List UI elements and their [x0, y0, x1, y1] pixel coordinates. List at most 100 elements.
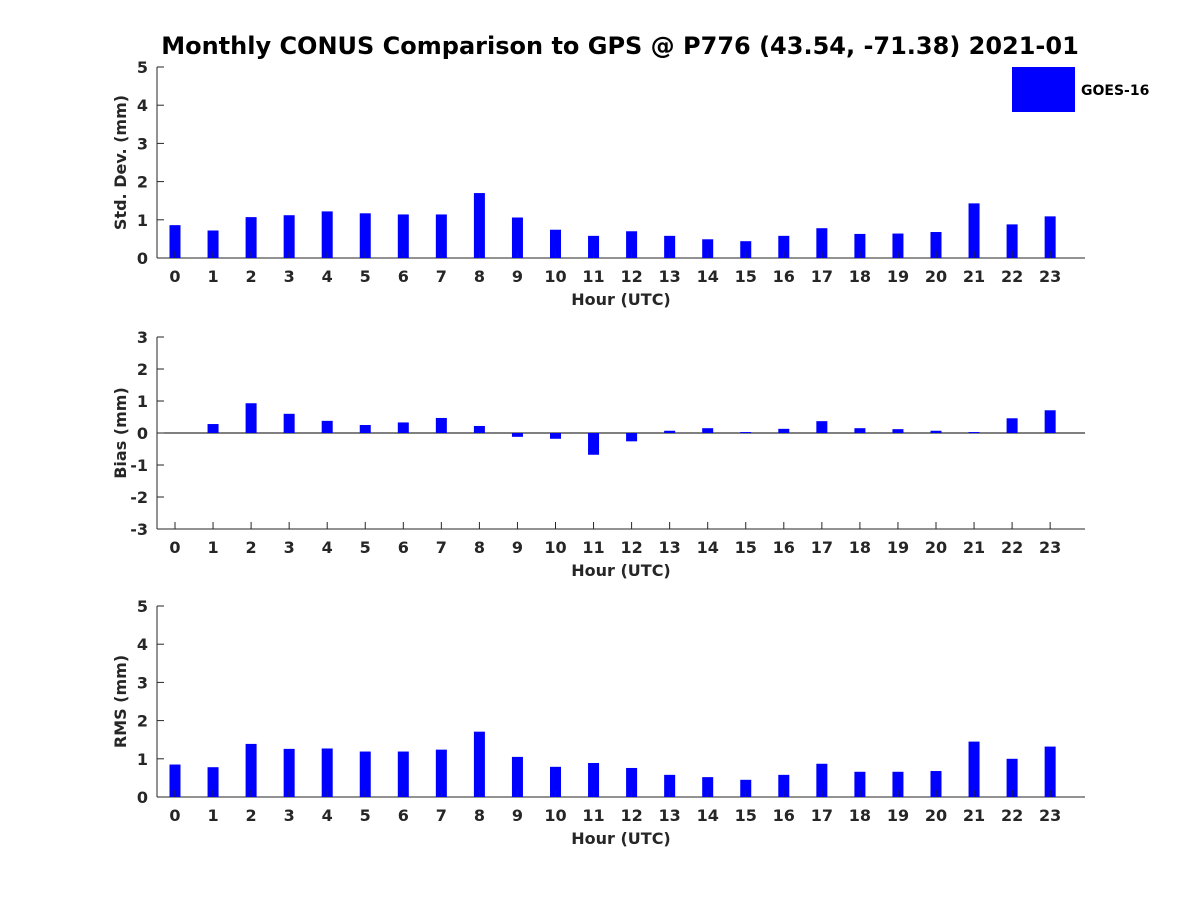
y-tick-label: 3	[137, 134, 148, 153]
x-tick-label: 20	[925, 806, 947, 825]
x-tick-label: 22	[1001, 538, 1023, 557]
x-tick-label: 23	[1039, 267, 1061, 286]
bar	[626, 767, 638, 797]
x-tick-label: 15	[735, 806, 757, 825]
x-tick-label: 13	[659, 538, 681, 557]
bar	[397, 751, 409, 797]
x-tick-label: 18	[849, 267, 871, 286]
bar	[435, 417, 447, 433]
bar	[664, 774, 676, 797]
x-tick-label: 16	[773, 538, 795, 557]
y-tick-label: 5	[137, 58, 148, 77]
x-tick-label: 10	[544, 806, 566, 825]
y-tick-label: 0	[137, 788, 148, 807]
chart-title: Monthly CONUS Comparison to GPS @ P776 (…	[161, 32, 1079, 60]
bar	[207, 230, 219, 258]
x-tick-label: 6	[398, 538, 409, 557]
x-tick-label: 19	[887, 538, 909, 557]
bar	[321, 420, 333, 433]
legend-label: GOES-16	[1081, 83, 1149, 99]
x-tick-label: 9	[512, 806, 523, 825]
x-tick-label: 17	[811, 806, 833, 825]
x-tick-label: 17	[811, 538, 833, 557]
bar	[930, 430, 942, 433]
x-tick-label: 23	[1039, 538, 1061, 557]
bar	[435, 749, 447, 797]
bar	[245, 743, 257, 797]
x-tick-label: 13	[659, 806, 681, 825]
x-tick-label: 21	[963, 538, 985, 557]
y-tick-label: 2	[137, 712, 148, 731]
y-tick-label: 4	[137, 96, 148, 115]
bar	[892, 233, 904, 258]
x-tick-label: 14	[697, 267, 719, 286]
x-tick-label: 11	[582, 806, 604, 825]
bar	[359, 425, 371, 433]
x-tick-label: 5	[360, 806, 371, 825]
y-axis-label: Bias (mm)	[111, 387, 130, 479]
bar	[930, 771, 942, 797]
bar	[359, 751, 371, 797]
bar	[397, 214, 409, 258]
y-tick-label: 1	[137, 750, 148, 769]
y-axis-label: Std. Dev. (mm)	[111, 95, 130, 230]
bar	[1044, 216, 1056, 258]
y-tick-label: 2	[137, 360, 148, 379]
x-tick-label: 16	[773, 806, 795, 825]
x-tick-label: 10	[544, 538, 566, 557]
y-tick-label: -2	[130, 488, 148, 507]
bar	[321, 748, 333, 797]
x-tick-label: 13	[659, 267, 681, 286]
y-tick-label: 0	[137, 424, 148, 443]
x-tick-label: 7	[436, 806, 447, 825]
x-tick-label: 5	[360, 538, 371, 557]
bar	[283, 748, 295, 797]
x-tick-label: 2	[246, 806, 257, 825]
x-tick-label: 10	[544, 267, 566, 286]
x-tick-label: 8	[474, 806, 485, 825]
bar	[283, 215, 295, 258]
x-tick-label: 8	[474, 538, 485, 557]
bar	[968, 741, 980, 797]
x-tick-label: 16	[773, 267, 795, 286]
x-tick-label: 20	[925, 267, 947, 286]
y-tick-label: 0	[137, 249, 148, 268]
legend: GOES-16	[1012, 67, 1149, 112]
x-tick-label: 2	[246, 538, 257, 557]
bar	[778, 428, 790, 433]
y-tick-label: 3	[137, 328, 148, 347]
x-tick-label: 22	[1001, 267, 1023, 286]
x-tick-label: 6	[398, 267, 409, 286]
bar	[550, 766, 561, 797]
bar	[321, 211, 333, 258]
bar	[626, 433, 638, 442]
x-tick-label: 9	[512, 538, 523, 557]
bar	[473, 731, 485, 797]
bar	[854, 428, 866, 433]
x-tick-label: 1	[207, 538, 218, 557]
x-tick-label: 8	[474, 267, 485, 286]
x-tick-label: 12	[620, 538, 642, 557]
x-tick-label: 3	[284, 538, 295, 557]
bar	[1006, 224, 1018, 258]
bar	[626, 231, 638, 258]
bar	[245, 403, 257, 433]
x-tick-label: 9	[512, 267, 523, 286]
x-tick-label: 11	[582, 538, 604, 557]
x-tick-label: 1	[207, 267, 218, 286]
y-tick-label: -1	[130, 456, 148, 475]
x-tick-label: 1	[207, 806, 218, 825]
x-tick-label: 14	[697, 538, 719, 557]
bar	[207, 767, 219, 797]
x-tick-label: 0	[169, 538, 180, 557]
x-tick-label: 0	[169, 267, 180, 286]
bar	[702, 239, 714, 258]
y-tick-label: 1	[137, 392, 148, 411]
x-tick-label: 0	[169, 806, 180, 825]
x-tick-label: 18	[849, 538, 871, 557]
x-tick-label: 23	[1039, 806, 1061, 825]
bar	[1044, 410, 1056, 433]
